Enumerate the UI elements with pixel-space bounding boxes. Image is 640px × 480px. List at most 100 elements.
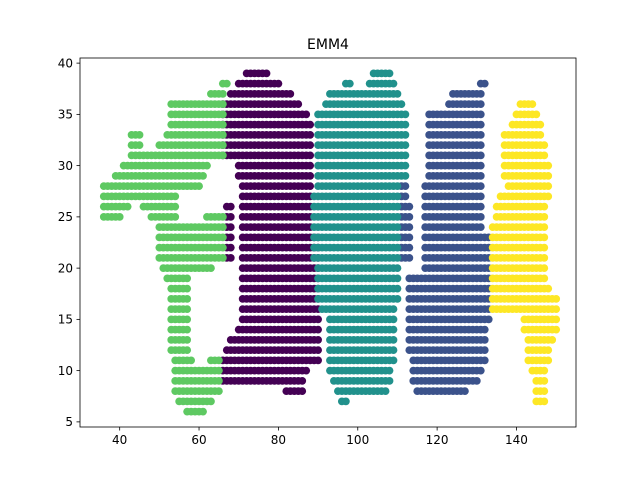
data-point — [480, 356, 489, 365]
data-point — [183, 294, 192, 303]
data-point — [544, 192, 553, 201]
data-point — [540, 387, 549, 396]
data-point — [405, 233, 414, 242]
data-point — [393, 274, 402, 283]
data-point — [306, 151, 315, 160]
data-point — [218, 151, 227, 160]
y-tick-label: 10 — [58, 364, 73, 378]
data-point — [540, 233, 549, 242]
data-point — [218, 212, 227, 221]
data-point — [401, 171, 410, 180]
data-point — [476, 110, 485, 119]
data-point — [214, 366, 223, 375]
data-point — [476, 192, 485, 201]
data-point — [286, 89, 295, 98]
data-point — [171, 192, 180, 201]
data-point — [476, 151, 485, 160]
data-point — [207, 264, 215, 273]
data-point — [540, 376, 549, 385]
data-point — [381, 387, 390, 396]
data-point — [461, 387, 469, 396]
series-2 — [397, 79, 493, 396]
data-point — [389, 356, 398, 365]
data-point — [314, 335, 322, 344]
data-point — [135, 141, 144, 150]
data-point — [476, 100, 485, 109]
data-point — [544, 346, 553, 355]
data-point — [393, 212, 402, 221]
data-point — [306, 130, 315, 139]
data-point — [306, 171, 315, 180]
data-point — [480, 335, 489, 344]
y-tick-label: 25 — [58, 210, 73, 224]
data-point — [484, 315, 493, 324]
data-point — [476, 171, 485, 180]
data-point — [135, 130, 144, 139]
data-point — [480, 79, 489, 88]
data-point — [472, 376, 481, 385]
data-point — [405, 223, 414, 232]
data-point — [401, 161, 410, 170]
y-tick-label: 40 — [58, 56, 73, 70]
data-point — [183, 346, 192, 355]
data-point — [203, 161, 211, 170]
x-tick-label: 140 — [505, 433, 528, 447]
data-point — [183, 305, 192, 314]
data-point — [298, 387, 307, 396]
data-point — [393, 182, 402, 191]
data-point — [341, 397, 350, 406]
data-point — [262, 69, 271, 78]
series-3 — [310, 69, 410, 406]
data-point — [199, 407, 207, 416]
data-point — [393, 284, 402, 293]
data-point — [393, 89, 402, 98]
data-point — [218, 100, 227, 109]
data-point — [214, 376, 223, 385]
data-point — [302, 366, 311, 375]
x-tick-label: 40 — [112, 433, 127, 447]
data-point — [393, 294, 402, 303]
data-point — [218, 130, 227, 139]
data-point — [476, 120, 485, 129]
data-point — [552, 294, 561, 303]
data-point — [226, 253, 235, 262]
data-point — [389, 305, 398, 314]
data-point — [385, 69, 394, 78]
data-point — [393, 264, 402, 273]
data-point — [218, 223, 227, 232]
data-point — [476, 366, 485, 375]
data-point — [171, 202, 180, 211]
data-point — [218, 120, 227, 129]
data-point — [536, 120, 545, 129]
data-point — [405, 253, 414, 262]
y-tick-label: 5 — [65, 415, 73, 429]
data-point — [218, 243, 227, 252]
data-point — [540, 212, 549, 221]
data-point — [226, 202, 235, 211]
data-point — [123, 202, 132, 211]
y-tick-label: 20 — [58, 261, 73, 275]
data-point — [187, 356, 196, 365]
data-point — [393, 243, 402, 252]
data-point — [306, 161, 315, 170]
data-point — [401, 141, 410, 150]
data-point — [389, 79, 398, 88]
data-point — [476, 223, 485, 232]
data-point — [476, 212, 485, 221]
data-point — [480, 346, 489, 355]
y-tick-label: 30 — [58, 159, 73, 173]
data-point — [405, 202, 414, 211]
data-point — [195, 182, 203, 191]
plot-frame — [79, 57, 577, 428]
data-point — [480, 325, 489, 334]
data-point — [544, 161, 553, 170]
data-point — [115, 212, 124, 221]
data-point — [552, 325, 561, 334]
data-point — [552, 305, 561, 314]
data-point — [544, 182, 553, 191]
data-point — [401, 110, 410, 119]
data-point — [171, 212, 180, 221]
data-point — [298, 376, 307, 385]
